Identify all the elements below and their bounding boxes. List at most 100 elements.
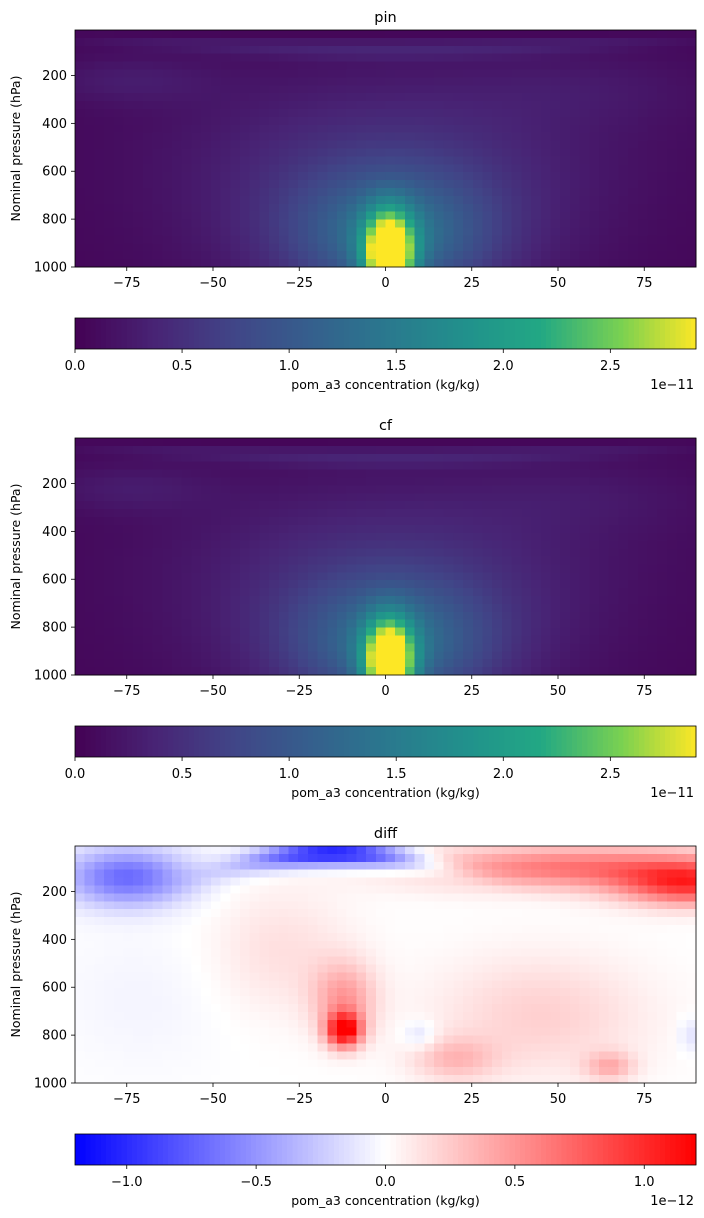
heatmap-cell xyxy=(210,619,222,629)
heatmap-cell xyxy=(172,219,183,229)
heatmap-cell xyxy=(210,493,222,502)
heatmap-cell xyxy=(686,85,697,94)
colorbar-segment xyxy=(90,318,97,349)
heatmap-cell xyxy=(298,227,309,236)
heatmap-cell xyxy=(463,45,474,55)
heatmap-cell xyxy=(317,556,328,565)
heatmap-cell xyxy=(230,996,241,1005)
heatmap-cell xyxy=(84,869,95,879)
heatmap-cell xyxy=(521,227,532,236)
heatmap-cell xyxy=(540,564,552,573)
heatmap-cell xyxy=(94,45,105,55)
heatmap-cell xyxy=(210,188,222,197)
heatmap-cell xyxy=(104,988,115,997)
heatmap-cell xyxy=(94,603,105,613)
heatmap-cell xyxy=(434,164,445,173)
heatmap-cell xyxy=(598,580,610,589)
heatmap-cell xyxy=(453,469,464,479)
heatmap-cell xyxy=(686,148,697,157)
heatmap-cell xyxy=(492,93,503,102)
heatmap-cell xyxy=(492,30,503,39)
heatmap-cell xyxy=(104,445,115,455)
heatmap-cell xyxy=(201,219,212,229)
heatmap-cell xyxy=(472,556,484,565)
colorbar-segment xyxy=(566,318,573,349)
heatmap-cell xyxy=(686,259,697,268)
heatmap-cell xyxy=(220,1043,231,1052)
heatmap-cell xyxy=(569,109,581,118)
heatmap-cell xyxy=(113,877,125,887)
colorbar-segment xyxy=(240,318,247,349)
heatmap-cell xyxy=(676,235,687,244)
heatmap-cell xyxy=(346,164,357,173)
heatmap-cell xyxy=(288,635,299,644)
heatmap-cell xyxy=(336,580,348,589)
heatmap-cell xyxy=(569,651,581,660)
heatmap-cell xyxy=(220,509,231,518)
heatmap-cell xyxy=(453,564,464,573)
colorbar-segment xyxy=(111,726,117,757)
heatmap-cell xyxy=(220,156,231,165)
heatmap-cell xyxy=(414,667,425,676)
heatmap-cell xyxy=(191,85,202,94)
heatmap-cell xyxy=(608,101,619,110)
heatmap-cell xyxy=(628,203,639,213)
heatmap-cell xyxy=(366,564,377,573)
heatmap-cell xyxy=(511,517,522,526)
heatmap-cell xyxy=(288,69,299,78)
heatmap-cell xyxy=(288,148,299,157)
heatmap-cell xyxy=(569,627,581,637)
heatmap-cell xyxy=(569,53,581,63)
heatmap-cell xyxy=(336,195,348,205)
heatmap-cell xyxy=(239,140,251,150)
heatmap-cell xyxy=(181,619,193,629)
heatmap-cell xyxy=(356,493,367,502)
heatmap-cell xyxy=(608,611,619,621)
colorbar-segment xyxy=(292,726,299,757)
heatmap-cell xyxy=(540,37,552,47)
heatmap-cell xyxy=(249,1011,260,1021)
heatmap-cell xyxy=(133,477,144,486)
heatmap-cell xyxy=(463,219,474,229)
heatmap-cell xyxy=(550,635,561,644)
heatmap-cell xyxy=(288,438,299,447)
heatmap-cell xyxy=(434,445,445,455)
heatmap-cell xyxy=(424,243,435,252)
heatmap-cell xyxy=(269,956,280,966)
heatmap-cell xyxy=(278,548,290,558)
heatmap-cell xyxy=(550,93,561,102)
heatmap-cell xyxy=(307,164,319,173)
heatmap-cell xyxy=(104,77,115,86)
heatmap-cell xyxy=(356,438,367,447)
heatmap-cell xyxy=(162,469,173,479)
heatmap-cell xyxy=(84,1043,95,1052)
heatmap-cell xyxy=(113,940,125,950)
heatmap-cell xyxy=(598,140,610,150)
heatmap-cell xyxy=(618,203,629,213)
heatmap-cell xyxy=(531,588,542,597)
heatmap-cell xyxy=(327,619,338,629)
heatmap-cell xyxy=(618,45,629,55)
heatmap-cell xyxy=(385,603,396,613)
heatmap-cell xyxy=(336,1004,348,1013)
heatmap-cell xyxy=(84,603,95,613)
heatmap-cell xyxy=(531,501,542,510)
colorbar-segment xyxy=(307,318,314,349)
heatmap-cell xyxy=(104,203,115,213)
heatmap-cell xyxy=(414,109,425,118)
heatmap-cell xyxy=(278,596,290,605)
heatmap-cell xyxy=(191,1011,202,1021)
heatmap-cell xyxy=(647,116,658,126)
heatmap-cell xyxy=(152,101,163,110)
heatmap-cell xyxy=(336,469,348,479)
colorbar-offset: 1e−11 xyxy=(650,378,694,393)
heatmap-cell xyxy=(531,195,542,205)
heatmap-cell xyxy=(201,195,212,205)
heatmap-cell xyxy=(269,1075,280,1084)
heatmap-cell xyxy=(123,603,134,613)
heatmap-cell xyxy=(531,219,542,229)
heatmap-cell xyxy=(521,548,532,558)
heatmap-cell xyxy=(172,1019,183,1029)
heatmap-cell xyxy=(550,469,561,479)
heatmap-cell xyxy=(647,203,658,213)
